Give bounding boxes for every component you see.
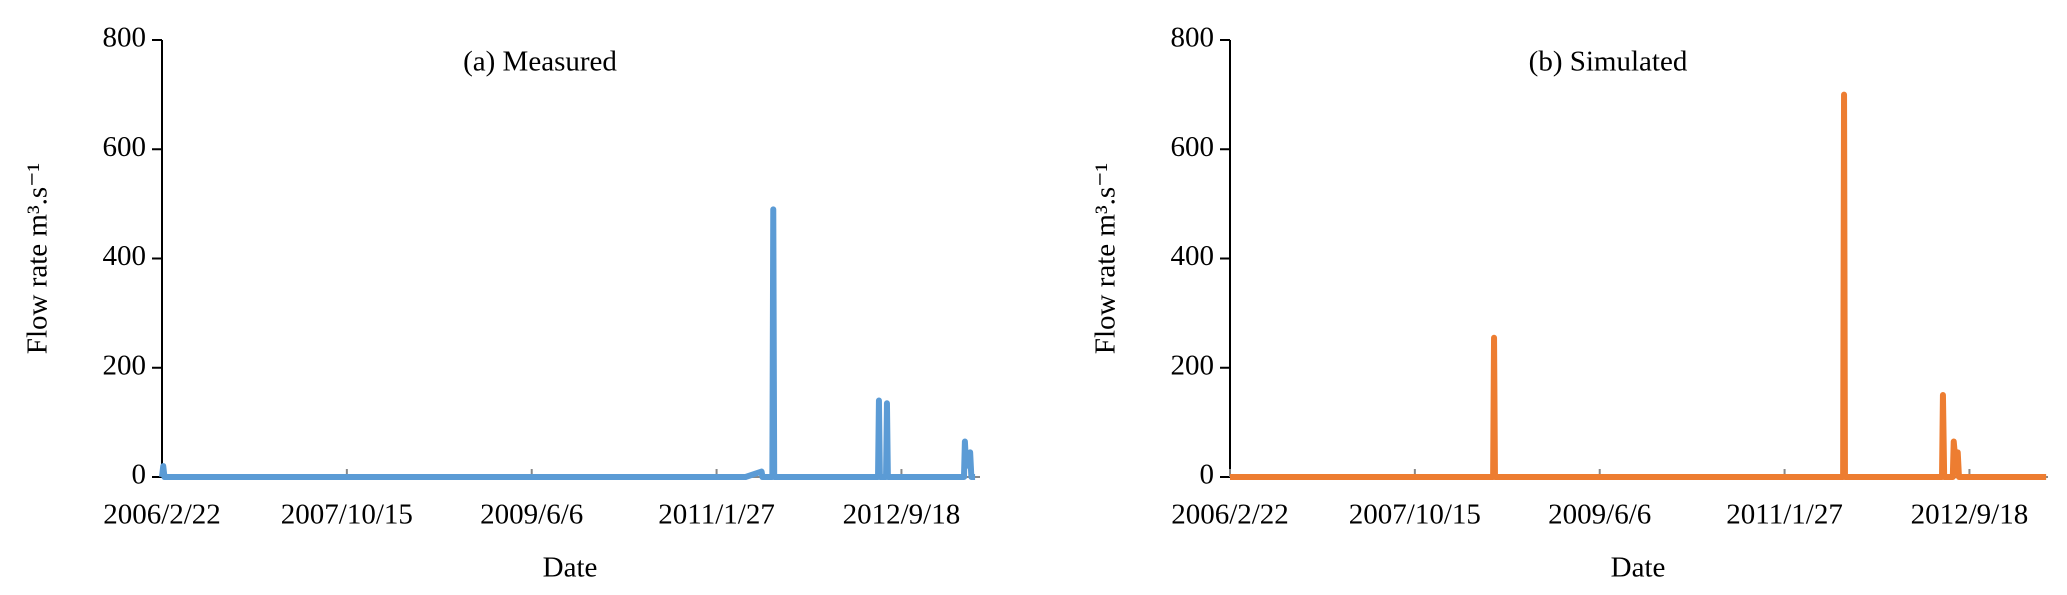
x-tick-label: 2007/10/15 xyxy=(281,499,413,531)
y-tick-label: 600 xyxy=(103,131,147,163)
y-tick-label: 200 xyxy=(1171,349,1215,381)
x-tick-label: 2006/2/22 xyxy=(1171,499,1289,531)
x-axis-label: Date xyxy=(543,552,598,584)
x-tick-label: 2012/9/18 xyxy=(843,499,961,531)
y-tick-label: 0 xyxy=(132,459,147,491)
x-tick-label: 2006/2/22 xyxy=(103,499,221,531)
y-tick-label: 200 xyxy=(103,349,147,381)
y-tick-label: 600 xyxy=(1171,131,1215,163)
y-tick-label: 400 xyxy=(103,240,147,272)
y-tick-label: 400 xyxy=(1171,240,1215,272)
chart-title: (a) Measured xyxy=(463,46,617,78)
x-tick-label: 2011/1/27 xyxy=(658,499,775,531)
x-tick-label: 2009/6/6 xyxy=(480,499,583,531)
y-tick-label: 0 xyxy=(1200,459,1215,491)
chart-title: (b) Simulated xyxy=(1529,46,1688,78)
y-tick-label: 800 xyxy=(1171,22,1215,54)
x-tick-label: 2012/9/18 xyxy=(1911,499,2029,531)
x-tick-label: 2011/1/27 xyxy=(1726,499,1843,531)
y-axis-label: Flow rate m³.s⁻¹ xyxy=(1090,163,1122,354)
x-tick-label: 2009/6/6 xyxy=(1548,499,1651,531)
y-tick-label: 800 xyxy=(103,22,147,54)
x-tick-label: 2007/10/15 xyxy=(1349,499,1481,531)
y-axis-label: Flow rate m³.s⁻¹ xyxy=(22,163,54,354)
x-axis-label: Date xyxy=(1611,552,1666,584)
data-line xyxy=(159,206,976,480)
data-line xyxy=(1230,91,2047,480)
